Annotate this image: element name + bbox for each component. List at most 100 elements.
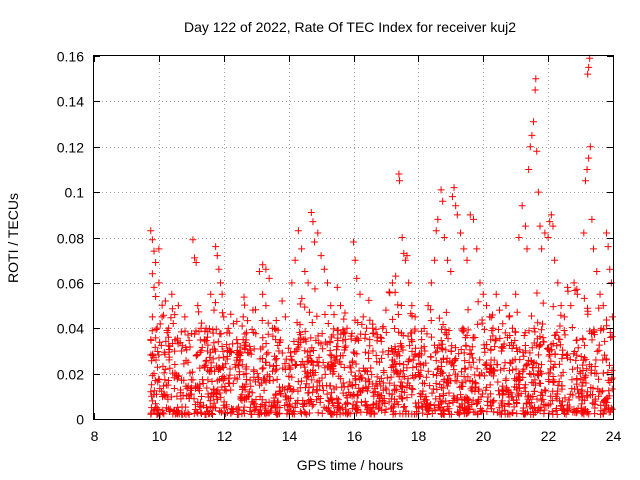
data-point — [595, 304, 603, 312]
data-point — [324, 279, 332, 287]
data-point — [161, 297, 169, 305]
data-point — [608, 366, 616, 374]
data-point — [171, 361, 179, 369]
data-point — [602, 316, 610, 324]
data-point — [412, 344, 420, 352]
data-point — [512, 365, 520, 373]
data-point — [199, 379, 207, 387]
data-point — [400, 403, 408, 411]
data-point — [469, 354, 477, 362]
data-point — [532, 75, 540, 83]
data-point — [148, 397, 156, 405]
data-point — [227, 409, 235, 417]
data-point — [527, 357, 535, 365]
data-point — [487, 346, 495, 354]
data-point — [346, 391, 354, 399]
data-point — [294, 227, 302, 235]
data-point — [304, 279, 312, 287]
data-point — [537, 326, 545, 334]
data-point — [467, 363, 475, 371]
data-point — [474, 298, 482, 306]
data-point — [478, 316, 486, 324]
data-point — [265, 274, 273, 282]
data-point — [501, 406, 509, 414]
data-point — [442, 308, 450, 316]
data-point — [463, 409, 471, 417]
data-point — [438, 340, 446, 348]
data-point — [313, 312, 321, 320]
data-point — [343, 324, 351, 332]
data-point — [177, 328, 185, 336]
data-point — [534, 351, 542, 359]
data-point — [156, 320, 164, 328]
data-point — [236, 351, 244, 359]
data-point — [469, 408, 477, 416]
data-point — [223, 341, 231, 349]
data-point — [254, 410, 262, 418]
data-point — [294, 387, 302, 395]
data-point — [152, 292, 160, 300]
data-point — [250, 366, 258, 374]
data-point — [152, 404, 160, 412]
data-point — [515, 234, 523, 241]
data-point — [540, 410, 548, 418]
data-point — [358, 320, 366, 328]
data-point — [166, 364, 174, 372]
data-point — [395, 328, 403, 336]
data-point — [431, 256, 439, 264]
data-point — [553, 342, 561, 350]
data-point — [150, 387, 158, 395]
data-point — [516, 375, 524, 383]
data-point — [491, 343, 499, 351]
data-point — [592, 356, 600, 364]
data-point — [404, 358, 412, 366]
data-point — [521, 329, 529, 337]
data-point — [362, 324, 370, 332]
data-point — [583, 165, 591, 173]
data-point — [573, 336, 581, 344]
data-point — [185, 336, 193, 344]
data-point — [244, 392, 252, 400]
data-point — [186, 343, 194, 351]
data-point — [441, 325, 449, 333]
data-point — [188, 368, 196, 376]
data-point — [608, 385, 616, 393]
data-point — [559, 368, 567, 376]
data-point — [237, 395, 245, 403]
data-point — [558, 406, 566, 414]
data-point — [148, 351, 156, 359]
data-point — [197, 324, 205, 332]
data-point — [217, 330, 225, 338]
data-point — [401, 256, 409, 264]
data-point — [394, 401, 402, 409]
data-point — [398, 343, 406, 351]
data-point — [198, 343, 206, 351]
data-point — [224, 324, 232, 332]
data-point — [420, 397, 428, 405]
data-point — [573, 380, 581, 388]
data-point — [523, 360, 531, 368]
data-point — [533, 147, 541, 155]
data-point — [590, 245, 598, 253]
data-point — [582, 379, 590, 387]
data-point — [260, 386, 268, 394]
data-point — [391, 288, 399, 296]
data-point — [536, 333, 544, 341]
data-point — [172, 371, 180, 379]
data-point — [310, 371, 318, 379]
x-tick-label: 22 — [541, 428, 557, 444]
data-point — [234, 339, 242, 347]
data-point — [566, 390, 574, 398]
data-point — [547, 357, 555, 365]
data-point — [290, 386, 298, 394]
data-point — [351, 372, 359, 380]
data-point — [307, 334, 315, 342]
data-point — [191, 254, 199, 262]
data-point — [148, 236, 156, 244]
data-point — [365, 296, 373, 304]
data-point — [387, 344, 395, 352]
data-point — [218, 383, 226, 391]
data-point — [477, 405, 484, 413]
data-point — [520, 365, 528, 373]
data-point — [229, 379, 237, 387]
